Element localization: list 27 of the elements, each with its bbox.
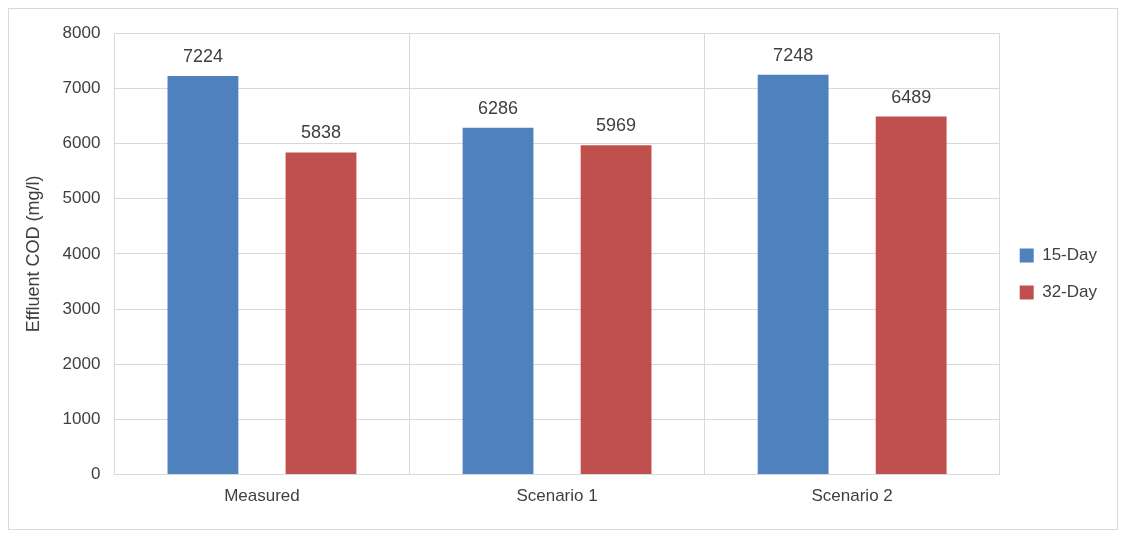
x-tick-label: Scenario 2: [811, 486, 893, 506]
y-tick-label: 8000: [62, 22, 101, 42]
data-label: 6286: [478, 97, 519, 118]
bar: [580, 145, 652, 475]
data-label: 5969: [596, 115, 637, 136]
bar: [285, 152, 357, 475]
bar: [757, 74, 829, 475]
data-label: 7248: [773, 44, 814, 65]
y-tick-label: 1000: [62, 409, 101, 429]
y-tick-label: 2000: [62, 353, 101, 373]
legend-label: 15-Day: [1042, 245, 1098, 265]
y-axis-title: Effluent COD (mg/l): [22, 175, 43, 333]
x-tick-label: Measured: [224, 486, 300, 506]
bar: [875, 116, 947, 475]
legend-label: 32-Day: [1042, 282, 1098, 302]
y-tick-label: 4000: [62, 243, 101, 263]
bar: [462, 127, 534, 475]
y-tick-label: 7000: [62, 78, 101, 98]
x-tick-label: Scenario 1: [516, 486, 598, 506]
data-label: 6489: [891, 86, 932, 107]
data-label: 7224: [182, 45, 223, 66]
y-tick-label: 6000: [62, 133, 101, 153]
y-tick-label: 5000: [62, 188, 101, 208]
y-tick-label: 3000: [62, 298, 101, 318]
data-label: 5838: [300, 122, 342, 143]
y-tick-label: 0: [90, 464, 101, 484]
bar: [167, 76, 239, 475]
